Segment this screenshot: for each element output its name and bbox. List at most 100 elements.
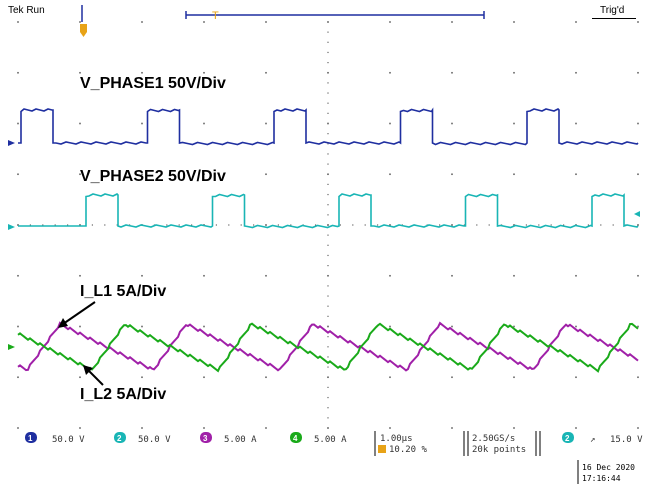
grid-dot [575,274,577,277]
grid-dot [141,274,143,277]
grid-dot [79,224,81,226]
grid-dot [587,224,589,226]
il2-label: I_L2 5A/Div [80,386,166,403]
horizontal-trigger-marker-icon[interactable] [80,24,87,37]
grid-dot [513,122,515,125]
ch2-trigger-level-icon[interactable] [634,211,640,217]
grid-dot [612,224,614,226]
grid-dot [228,224,230,226]
grid-dot [513,173,515,176]
grid-dot [327,244,329,246]
trigger-position-value: 10.20 % [389,445,428,455]
ch2-waveform [18,193,639,229]
ch1-ground-marker-icon[interactable] [8,140,15,146]
grid-dot [327,72,329,74]
grid-dot [79,274,81,277]
ch2-ground-marker-icon[interactable] [8,224,15,230]
grid-dot [364,224,366,226]
grid-dot [538,224,540,226]
grid-dot [327,265,329,267]
grid-dot [265,71,267,74]
grid-dot [203,427,205,429]
grid-dot [327,417,329,419]
acquisition-readout[interactable]: 2.50GS/s 20k points [463,431,541,456]
time: 17:16:44 [582,474,621,483]
grid-dot [141,427,143,429]
grid-dot [327,143,329,145]
grid-dot [327,356,329,358]
grid-dot [389,122,391,125]
grid-dot [327,183,329,185]
ch3-scale-readout[interactable]: 3 5.00 A [200,432,257,445]
grid-dot [389,274,391,277]
ch2-badge-number: 2 [117,434,122,443]
date: 16 Dec 2020 [582,463,635,472]
grid-dot [203,173,205,176]
grid-dot [79,71,81,74]
trigger-status-underline [592,18,636,19]
grid-dot [389,224,391,226]
ch3-scale: 5.00 A [224,435,257,445]
grid-dot [327,295,329,297]
grid-dot [451,224,453,226]
graticule-grid [17,21,639,429]
grid-dot [141,71,143,74]
grid-dot [451,325,453,328]
grid-dot [54,224,56,226]
grid-dot [79,122,81,125]
sample-rate: 2.50GS/s [472,434,515,444]
ch4-scale: 5.00 A [314,435,347,445]
ch34-ground-marker-icon[interactable] [8,344,15,350]
grid-dot [327,407,329,409]
grid-dot [327,376,329,378]
grid-dot [327,214,329,216]
grid-dot [265,427,267,429]
grid-dot [451,274,453,277]
grid-dot [79,325,81,328]
grid-dot [327,92,329,94]
grid-dot [451,71,453,74]
grid-dot [389,325,391,328]
grid-dot [215,224,217,226]
grid-dot [550,224,552,226]
grid-dot [141,376,143,379]
grid-dot [451,376,453,379]
grid-dot [265,122,267,125]
grid-dot [240,224,242,226]
trigger-readout[interactable]: 2 ↗ 15.0 V [562,432,643,445]
ch1-waveform [18,107,639,146]
grid-dot [327,396,329,399]
grid-dot [265,21,267,23]
ch4-scale-readout[interactable]: 4 5.00 A [290,432,347,445]
grid-dot [141,21,143,23]
ch1-badge-number: 1 [28,434,33,443]
grid-dot [191,224,193,226]
grid-dot [327,386,329,388]
timebase-readout[interactable]: 1.00µs 10.20 % [374,431,428,456]
grid-dot [476,224,478,226]
grid-dot [265,224,267,226]
il1-label: I_L1 5A/Div [80,283,166,300]
ch3-badge-number: 3 [203,434,208,443]
grid-dot [451,427,453,429]
grid-dot [327,163,329,165]
grid-dot [637,427,639,429]
ch2-scale-readout[interactable]: 2 50.0 V [114,432,171,445]
trigger-slope-icon: ↗ [590,435,595,445]
grid-dot [513,427,515,429]
grid-dot [327,31,329,33]
grid-dot [637,376,639,379]
ch1-scale-readout[interactable]: 1 50.0 V [25,432,85,445]
grid-dot [637,21,639,23]
grid-dot [327,51,329,54]
grid-dot [79,376,81,379]
grid-dot [17,376,19,379]
grid-dot [17,21,19,23]
grid-dot [600,224,602,226]
grid-dot [327,336,329,338]
grid-dot [104,224,106,226]
grid-dot [513,325,515,328]
grid-dot [637,122,639,125]
grid-dot [327,346,329,348]
grid-dot [265,325,267,328]
